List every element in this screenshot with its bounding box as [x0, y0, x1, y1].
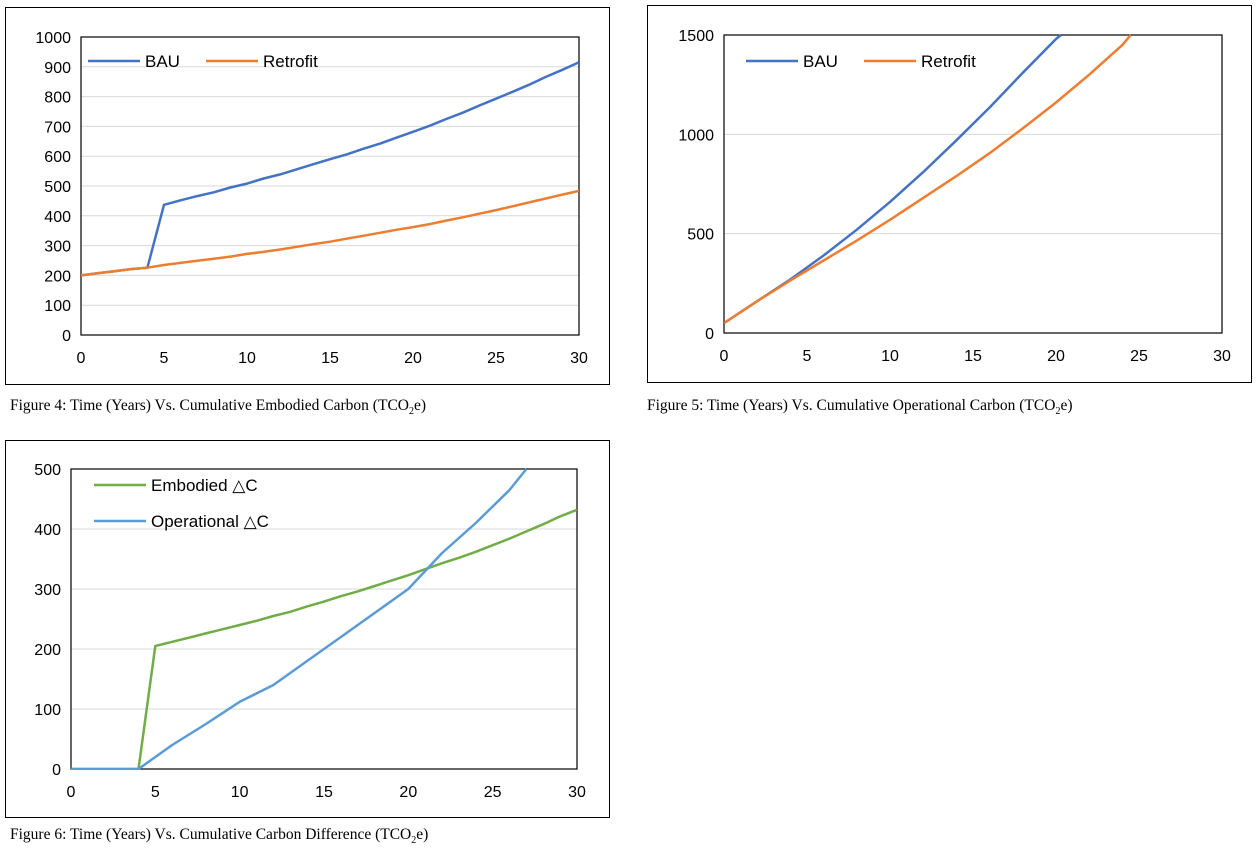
fig6-xtick-label-2: 10 [231, 784, 249, 801]
fig6-ytick-label-0: 0 [52, 762, 61, 779]
fig6-xtick-label-0: 0 [67, 784, 76, 801]
fig4-series-line-0 [81, 61, 579, 277]
figure-5-caption-sub: 2 [1055, 406, 1061, 418]
fig5-ytick-label-0: 0 [705, 326, 714, 343]
fig6-legend-label-1: Operational △C [151, 512, 269, 531]
fig6-ytick-label-2: 200 [34, 642, 61, 659]
fig6-plot-area [70, 468, 578, 770]
fig6-series-line-0 [71, 508, 577, 770]
fig5-ytick-label-3: 1500 [678, 28, 714, 45]
fig6-xtick-label-3: 15 [315, 784, 333, 801]
fig6-ytick-label-4: 400 [34, 522, 61, 539]
fig4-series-line-1 [81, 189, 579, 277]
figure-4-caption-sub: 2 [408, 406, 414, 418]
figure-4-caption-text: Figure 4: Time (Years) Vs. Cumulative Em… [10, 397, 409, 414]
fig5-ytick-label-2: 1000 [678, 127, 714, 144]
fig5-xtick-label-0: 0 [720, 348, 729, 365]
fig4-ytick-label-4: 400 [44, 209, 71, 226]
fig5-legend-label-0: BAU [803, 52, 838, 71]
fig5-ytick-label-1: 500 [687, 227, 714, 244]
figure-4-caption: Figure 4: Time (Years) Vs. Cumulative Em… [10, 397, 426, 417]
figure-5-caption: Figure 5: Time (Years) Vs. Cumulative Op… [647, 397, 1072, 417]
fig4-ytick-label-8: 800 [44, 90, 71, 107]
fig4-legend-label-0: BAU [145, 52, 180, 71]
fig5-xtick-label-4: 20 [1047, 348, 1065, 365]
fig4-plot-area [80, 36, 580, 336]
fig5-series-line-0 [724, 34, 1062, 325]
fig4-xtick-label-2: 10 [238, 350, 256, 367]
fig4-xtick-label-4: 20 [404, 350, 422, 367]
fig6-xtick-label-1: 5 [151, 784, 160, 801]
fig5-xtick-label-6: 30 [1213, 348, 1231, 365]
fig6-ytick-label-1: 100 [34, 702, 61, 719]
figure-6-caption-suffix: e) [416, 826, 429, 843]
figure-6-caption-sub: 2 [411, 835, 417, 847]
fig4-legend-label-1: Retrofit [263, 52, 318, 71]
fig4-ytick-label-5: 500 [44, 179, 71, 196]
fig6-ytick-label-5: 500 [34, 462, 61, 479]
fig5-xtick-label-5: 25 [1130, 348, 1148, 365]
fig6-xtick-label-6: 30 [568, 784, 586, 801]
fig6-legend-label-0: Embodied △C [151, 476, 258, 495]
figure-5-caption-text: Figure 5: Time (Years) Vs. Cumulative Op… [647, 397, 1056, 414]
fig4-ytick-label-0: 0 [62, 328, 71, 345]
fig4-ytick-label-2: 200 [44, 268, 71, 285]
fig4-ytick-label-7: 700 [44, 119, 71, 136]
fig6-xtick-label-5: 25 [484, 784, 502, 801]
figure-6-caption-text: Figure 6: Time (Years) Vs. Cumulative Ca… [10, 826, 412, 843]
fig4-ytick-label-3: 300 [44, 239, 71, 256]
fig6-series-line-1 [71, 468, 528, 770]
fig4-xtick-label-1: 5 [160, 350, 169, 367]
figure-5-caption-suffix: e) [1060, 397, 1073, 414]
figure-4-chart: 0 100 200 300 400 500 600 700 800 900 1000 0 5 10 15 20… [5, 7, 610, 385]
fig6-ytick-label-3: 300 [34, 582, 61, 599]
fig5-xtick-label-3: 15 [964, 348, 982, 365]
figure-6-chart: 0 100 200 300 400 500 0 5 10 15 20 25 30 Embodied △C O… [5, 440, 610, 818]
figure-4-svg: 0 100 200 300 400 500 600 700 800 900 1000 0 5 10 15 20… [35, 30, 588, 367]
fig4-ytick-label-6: 600 [44, 149, 71, 166]
fig5-series-line-1 [724, 34, 1132, 325]
figure-6-svg: 0 100 200 300 400 500 0 5 10 15 20 25 30 Embodied △C O… [34, 462, 586, 801]
fig4-ytick-label-9: 900 [44, 60, 71, 77]
fig4-ytick-label-1: 100 [44, 298, 71, 315]
figure-5-chart: 0 500 1000 1500 0 5 10 15 20 25 30 BAU Retrofit [647, 5, 1252, 383]
fig5-plot-area [723, 34, 1223, 334]
figure-4-caption-suffix: e) [413, 397, 427, 414]
fig5-xtick-label-2: 10 [881, 348, 899, 365]
fig4-xtick-label-5: 25 [487, 350, 505, 367]
figure-5-svg: 0 500 1000 1500 0 5 10 15 20 25 30 BAU Retrofit [678, 28, 1231, 365]
fig4-xtick-label-3: 15 [321, 350, 339, 367]
figure-6-caption: Figure 6: Time (Years) Vs. Cumulative Ca… [10, 826, 428, 846]
fig5-xtick-label-1: 5 [803, 348, 812, 365]
fig5-legend-label-1: Retrofit [921, 52, 976, 71]
fig4-xtick-label-0: 0 [77, 350, 86, 367]
fig4-xtick-label-6: 30 [570, 350, 588, 367]
fig4-ytick-label-10: 1000 [35, 30, 71, 47]
fig6-xtick-label-4: 20 [399, 784, 417, 801]
